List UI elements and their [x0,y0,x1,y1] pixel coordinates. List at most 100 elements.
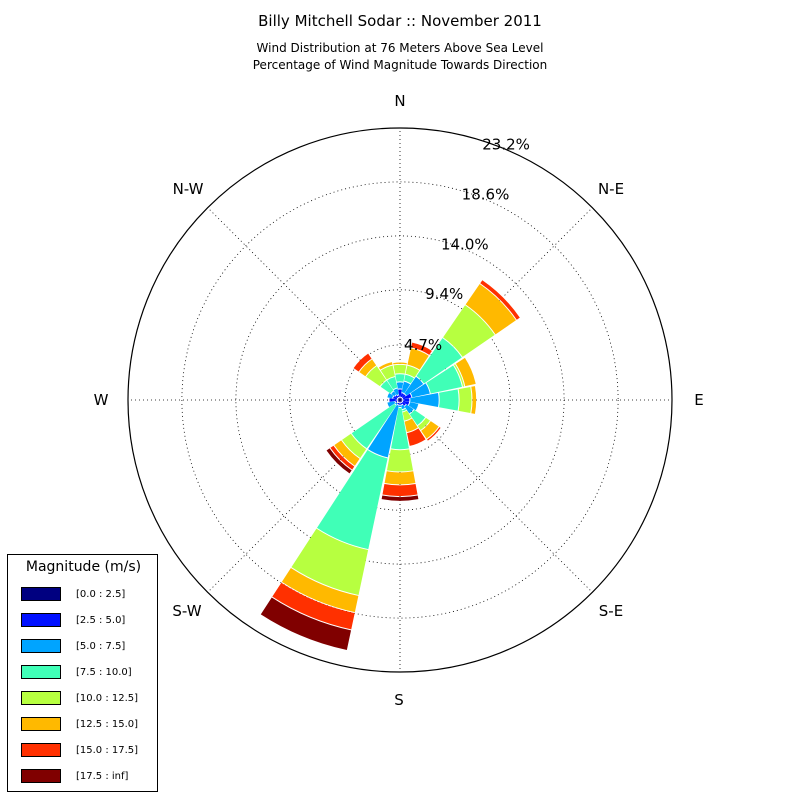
wind-bar-segment [427,427,441,441]
legend-label: [7.5 : 10.0] [76,667,132,678]
wind-bar-segment [330,445,355,470]
wind-bar-segment [399,397,401,400]
legend-swatch [21,691,61,705]
legend-label: [2.5 : 5.0] [76,615,126,626]
radial-ring [289,289,511,511]
wind-bar-segment [401,394,406,399]
legend-swatch [21,639,61,653]
wind-bar-segment [402,400,410,406]
wind-bar-segment [398,389,402,397]
legend-swatch [21,665,61,679]
wind-bar-segment [443,305,495,357]
wind-bar-segment [480,280,520,320]
legend-label: [10.0 : 12.5] [76,693,139,704]
wind-bar-segment [393,396,398,400]
wind-bar-segment [387,377,398,390]
wind-bar-segment [407,428,426,446]
wind-bar-segment [342,433,367,458]
wind-bar-segment [400,400,402,402]
wind-bar-segment [393,364,407,374]
wind-bar-segment [351,403,397,449]
wind-bar-segment [400,400,402,403]
wind-bar-segment [399,403,401,405]
wind-bar-segment [404,404,414,414]
wind-bar-segment [409,409,426,426]
wind-bar-segment [399,400,401,403]
wind-bar-segment [387,392,394,399]
wind-bar-segment [417,417,430,430]
wind-bar-segment [366,366,387,387]
wind-bar-segment [353,353,372,372]
wind-bar-segment [404,374,415,384]
legend-label: [0.0 : 2.5] [76,589,126,600]
wind-bar-segment [407,348,429,370]
wind-bar-segment [400,393,404,398]
wind-bar-segment [326,448,352,474]
wind-bar-segment [396,382,404,389]
chart-subtitle-line-2: Percentage of Wind Magnitude Towards Dir… [252,58,548,72]
legend-swatch [21,613,61,627]
wind-bar-segment [398,405,402,408]
wind-bar-segment [455,357,476,387]
direction-label-s-e: S-E [599,602,623,620]
wind-bar-segment [398,400,400,403]
wind-bar-segment [439,389,459,411]
wind-bar-segment [404,418,418,433]
wind-bar-segment [378,362,393,370]
direction-label-s: S [394,691,404,709]
legend-label: [15.0 : 17.5] [76,745,139,756]
chart-subtitle-line-1: Wind Distribution at 76 Meters Above Sea… [256,41,544,55]
wind-bar-segment [400,398,402,400]
legend-swatch [21,743,61,757]
wind-bar-segment [421,421,439,439]
wind-bar-segment [411,342,432,355]
wind-bar-segment [453,364,465,387]
direction-label-n: N [394,92,405,110]
legend-swatch [21,717,61,731]
wind-bar-segment [397,402,400,405]
radial-ring [181,181,619,619]
legend-swatch [21,769,61,783]
direction-label-n-w: N-W [173,180,204,198]
wind-bar-segment [395,400,398,403]
wind-bar-segment [397,400,400,402]
wind-bar-segment [398,398,400,400]
wind-bar-segment [391,391,397,397]
wind-bar-segment [400,397,402,400]
radial-tick-label: 18.6% [462,186,510,204]
wind-bar-segment [381,495,419,501]
wind-bar-segment [400,402,403,405]
wind-bar-segment [384,471,416,485]
legend-label: [12.5 : 15.0] [76,719,139,730]
wind-bar-segment [272,582,355,630]
direction-label-n-e: N-E [598,180,624,198]
wind-bar-segment [380,365,395,380]
wind-bar-segment [465,284,516,335]
wind-bar-segment [397,399,400,401]
chart-title: Billy Mitchell Sodar :: November 2011 [258,12,542,30]
wind-bar-segment [291,528,369,595]
legend-title: Magnitude (m/s) [25,559,142,575]
wind-bar-segment [382,483,418,497]
wind-bar-segment [401,401,406,406]
radial-tick-label: 23.2% [482,136,530,154]
radial-ring [235,235,565,565]
wind-bar-segment [395,402,398,405]
wind-bar-segment [281,567,359,613]
wind-bar-segment [401,404,406,410]
wind-bar-segment [458,386,472,414]
wind-bar-segment [316,450,388,550]
radial-tick-label: 14.0% [441,235,489,253]
wind-bar-segment [408,402,419,411]
wind-bar-segment [400,398,403,400]
wind-bar-segment [471,386,477,414]
outer-circle [127,127,673,673]
wind-bar-segment [380,380,394,394]
wind-bar-segment [368,404,399,458]
direction-label-e: E [694,391,703,409]
legend-label: [5.0 : 7.5] [76,641,126,652]
direction-label-w: W [94,391,109,409]
wind-bar-segment [403,398,410,402]
